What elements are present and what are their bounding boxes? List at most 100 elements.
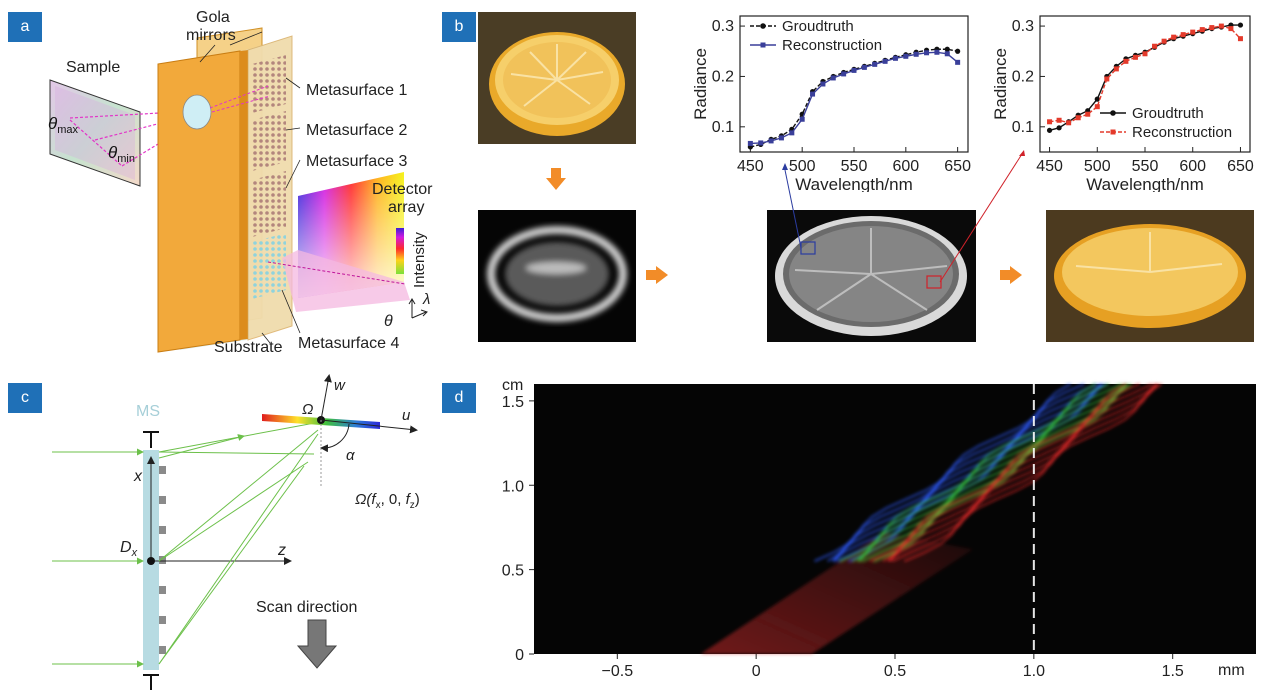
metasurface-2-label: Metasurface 2 — [306, 122, 407, 139]
lambda-label: λ — [422, 291, 430, 308]
legend-swatch-marker — [760, 42, 766, 48]
gola-label-2: mirrors — [186, 27, 236, 44]
data-point — [1056, 117, 1062, 123]
data-point — [1066, 120, 1072, 126]
data-point — [944, 51, 950, 57]
alpha-arc — [320, 423, 350, 453]
x-tick-label: 450 — [1036, 158, 1063, 175]
data-point — [1209, 25, 1215, 31]
x-tick-label: 600 — [892, 158, 919, 175]
beam-line — [833, 383, 1098, 562]
data-point — [1152, 43, 1158, 49]
data-point — [1161, 38, 1167, 44]
y-tick-label: 1.5 — [502, 394, 524, 411]
data-point — [1171, 34, 1177, 40]
x-tick-label: 550 — [841, 158, 868, 175]
data-point — [1046, 127, 1053, 133]
x-tick-label: 0 — [752, 663, 761, 680]
data-point — [1142, 51, 1148, 57]
panel-d-dispersion-map: cm mm −0.5 0 0.5 1.0 1.5 1.5 1.0 0.5 0 — [502, 377, 1256, 680]
front-mirror — [157, 50, 248, 353]
metasurface-4-label: Metasurface 4 — [298, 335, 399, 352]
y-tick-label: 0.5 — [502, 563, 524, 580]
x-tick-label: 650 — [944, 158, 971, 175]
data-point — [1123, 58, 1129, 64]
panel-c-tag: c — [8, 383, 42, 413]
data-point — [830, 75, 836, 81]
data-point — [810, 91, 816, 97]
data-point — [955, 48, 961, 54]
w-axis-label: w — [334, 377, 346, 394]
beam-line — [858, 383, 1123, 562]
intensity-label: Intensity — [411, 232, 428, 288]
data-point — [1085, 111, 1091, 117]
beam-line — [858, 383, 1128, 562]
beam-line — [887, 383, 1158, 563]
data-point — [820, 81, 826, 87]
dx-label: Dx — [120, 539, 138, 559]
dispersed-beams — [700, 382, 1163, 654]
internal-rays — [209, 85, 271, 113]
legend-label: Reconstruction — [1132, 124, 1232, 141]
x-tick-label: 500 — [1084, 158, 1111, 175]
data-point — [768, 138, 774, 144]
theta-min-label: θmin — [108, 143, 135, 165]
data-point — [789, 130, 795, 136]
y-tick-label: 0.3 — [1012, 18, 1034, 35]
gola-label-1: Gola — [196, 9, 230, 26]
data-point — [747, 140, 753, 146]
x-tick-label: 650 — [1227, 158, 1254, 175]
data-point — [861, 64, 867, 70]
data-point — [1094, 96, 1100, 102]
x-tick-label: 1.5 — [1162, 663, 1184, 680]
ms-label: MS — [136, 403, 160, 420]
metasurface-arrays — [252, 55, 286, 299]
data-point — [1180, 32, 1186, 38]
panel-d-tag: d — [442, 383, 476, 413]
series-line — [750, 48, 958, 148]
y-axis-label: Radiance — [691, 48, 710, 120]
data-point — [913, 51, 919, 57]
panel-c-schematic: MS x z w u Ω α Dx Ω(fx, 0, fz) Scan dire… — [52, 374, 420, 690]
data-point — [841, 71, 847, 77]
aperture-stops — [143, 431, 159, 690]
legend-label: Reconstruction — [782, 37, 882, 54]
omega-coordinate: Ω(fx, 0, fz) — [355, 491, 420, 511]
leader-lines — [199, 31, 301, 344]
series-line — [750, 51, 959, 145]
x-axis-label: Wavelength/nm — [1086, 175, 1203, 192]
z-axis-label: z — [277, 542, 286, 559]
data-point — [758, 140, 764, 146]
beam-line — [861, 383, 1127, 563]
metasurface-3-label: Metasurface 3 — [306, 153, 407, 170]
down-arrow — [546, 168, 566, 190]
y-axis-label: Radiance — [991, 48, 1010, 120]
y-unit-label: cm — [502, 377, 523, 394]
legend-label: Groudtruth — [1132, 105, 1204, 122]
x-tick-label: 0.5 — [884, 663, 906, 680]
y-tick-label: 0 — [515, 647, 524, 664]
x-tick-label: 450 — [737, 158, 764, 175]
spectrum-chart-1: 450 500 550 600 650 0.1 0.2 0.3 Wavelength/nm Rad… — [691, 15, 971, 192]
data-point — [1132, 54, 1138, 60]
legend-swatch-marker — [1110, 129, 1116, 135]
data-point — [872, 61, 878, 67]
substrate-label: Substrate — [214, 339, 283, 356]
w-axis — [320, 374, 332, 421]
scan-direction-label: Scan direction — [256, 599, 357, 616]
detector-axes — [408, 298, 428, 319]
x-axis-label: Wavelength/nm — [795, 175, 912, 192]
sample-plate — [49, 79, 141, 187]
panel-a-tag: a — [8, 12, 42, 42]
data-point — [1047, 119, 1053, 125]
theta-axis-label: θ — [384, 313, 393, 330]
omega-label: Ω — [302, 401, 313, 418]
detector-label-1: Detector — [372, 181, 433, 198]
x-tick-label: 550 — [1132, 158, 1159, 175]
data-point — [1228, 26, 1234, 32]
beam-line — [833, 383, 1103, 562]
data-point — [799, 116, 805, 122]
beam-line — [888, 383, 1153, 562]
data-point — [1199, 27, 1205, 33]
u-axis-label: u — [402, 407, 411, 424]
